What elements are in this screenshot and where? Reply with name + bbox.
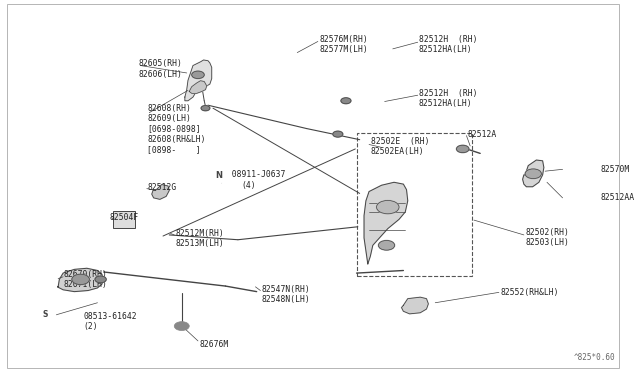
Text: 82671(LH): 82671(LH) (63, 280, 107, 289)
Text: 08513-61642: 08513-61642 (83, 312, 137, 321)
Circle shape (201, 106, 210, 111)
Text: 82670(RH): 82670(RH) (63, 270, 107, 279)
Text: 82570M: 82570M (600, 165, 629, 174)
Text: 82512G: 82512G (147, 183, 177, 192)
Polygon shape (401, 297, 428, 314)
Text: 82503(LH): 82503(LH) (525, 238, 569, 247)
Text: [0698-0898]: [0698-0898] (147, 124, 201, 134)
Text: 82502EA(LH): 82502EA(LH) (371, 147, 424, 156)
Polygon shape (364, 182, 408, 264)
Circle shape (174, 322, 189, 331)
Polygon shape (523, 160, 544, 187)
Polygon shape (152, 185, 169, 199)
Text: 82502E  (RH): 82502E (RH) (371, 137, 429, 146)
Text: [0898-    ]: [0898- ] (147, 145, 201, 154)
Text: N: N (216, 171, 223, 180)
Polygon shape (58, 268, 104, 292)
Text: 82606(LH): 82606(LH) (138, 70, 182, 79)
Circle shape (341, 98, 351, 104)
Bar (113, 211, 135, 228)
Circle shape (378, 240, 395, 250)
Polygon shape (185, 60, 212, 101)
Text: 82676M: 82676M (199, 340, 228, 349)
Text: 82513M(LH): 82513M(LH) (175, 239, 224, 248)
Circle shape (207, 168, 232, 183)
Text: 82512AA: 82512AA (600, 193, 634, 202)
Text: 82608(RH&LH): 82608(RH&LH) (147, 135, 206, 144)
Text: 82512A: 82512A (468, 130, 497, 140)
Circle shape (333, 131, 343, 137)
Circle shape (525, 169, 541, 179)
Text: (2): (2) (83, 322, 98, 331)
Circle shape (95, 276, 106, 283)
Polygon shape (189, 81, 207, 93)
Text: 82504F: 82504F (110, 213, 140, 222)
Circle shape (192, 71, 204, 78)
Text: 82512H  (RH): 82512H (RH) (419, 35, 477, 44)
Text: 82512H  (RH): 82512H (RH) (419, 89, 477, 98)
Text: 82512HA(LH): 82512HA(LH) (419, 45, 472, 54)
Circle shape (36, 309, 56, 321)
Text: S: S (43, 311, 49, 320)
Text: 82552(RH&LH): 82552(RH&LH) (500, 288, 559, 297)
Text: 82547N(RH): 82547N(RH) (262, 285, 310, 294)
Text: 82502(RH): 82502(RH) (525, 228, 569, 237)
Text: 82512HA(LH): 82512HA(LH) (419, 99, 472, 108)
Circle shape (456, 145, 469, 153)
Text: 82608(RH): 82608(RH) (147, 104, 191, 113)
Text: 82577M(LH): 82577M(LH) (319, 45, 368, 54)
Text: 82548N(LH): 82548N(LH) (262, 295, 310, 304)
Text: (4): (4) (241, 181, 256, 190)
Text: 82609(LH): 82609(LH) (147, 114, 191, 123)
Text: N 08911-J0637: N 08911-J0637 (222, 170, 285, 179)
Circle shape (376, 201, 399, 214)
Text: 82605(RH): 82605(RH) (138, 59, 182, 68)
Text: 82576M(RH): 82576M(RH) (319, 35, 368, 44)
Circle shape (72, 274, 90, 285)
Text: ^825*0.60: ^825*0.60 (574, 353, 616, 362)
Text: 82512M(RH): 82512M(RH) (175, 229, 224, 238)
